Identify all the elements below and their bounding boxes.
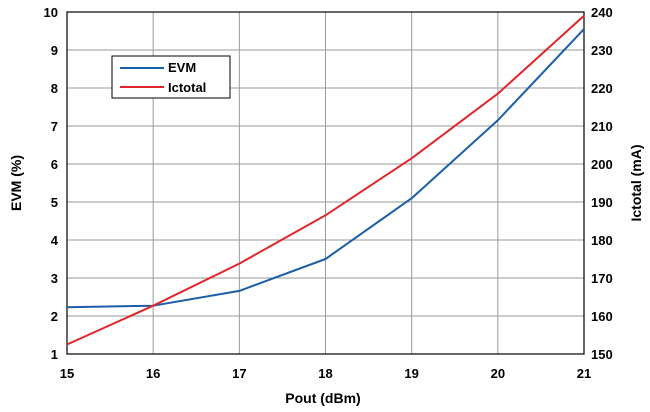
right-y-axis-label: Ictotal (mA) (628, 145, 644, 222)
right-y-axis-ticks: 150 160 170 180 190 200 210 220 230 240 (591, 5, 613, 362)
left-y-tick-label: 4 (51, 233, 59, 248)
x-axis-label: Pout (dBm) (285, 390, 360, 406)
right-y-tick-label: 230 (591, 43, 613, 58)
right-y-tick-label: 220 (591, 81, 613, 96)
left-y-axis-ticks: 1 2 3 4 5 6 7 8 9 10 (44, 5, 59, 362)
plot-frame (66, 11, 585, 355)
right-y-tick-label: 200 (591, 157, 613, 172)
left-y-axis-label: EVM (%) (8, 155, 24, 211)
legend-label-ictotal: Ictotal (168, 80, 206, 95)
left-y-tick-label: 7 (51, 119, 58, 134)
series-lines (66, 15, 585, 346)
left-y-tick-label: 8 (51, 81, 58, 96)
right-y-tick-label: 210 (591, 119, 613, 134)
left-y-tick-label: 1 (51, 347, 58, 362)
left-y-tick-label: 3 (51, 271, 58, 286)
left-y-tick-label: 2 (51, 309, 58, 324)
right-y-tick-label: 150 (591, 347, 613, 362)
right-y-tick-label: 180 (591, 233, 613, 248)
x-axis-ticks: 15 16 17 18 19 20 21 (60, 366, 591, 381)
right-y-tick-label: 160 (591, 309, 613, 324)
x-tick-label: 15 (60, 366, 74, 381)
x-tick-label: 17 (232, 366, 246, 381)
legend-box (111, 55, 231, 99)
legend-label-evm: EVM (168, 60, 196, 75)
right-y-tick-label: 170 (591, 271, 613, 286)
x-tick-label: 18 (318, 366, 332, 381)
x-tick-label: 19 (404, 366, 418, 381)
right-y-tick-label: 240 (591, 5, 613, 20)
series-line-ictotal (66, 15, 585, 346)
legend: EVM Ictotal (111, 55, 231, 99)
x-tick-label: 16 (146, 366, 160, 381)
x-tick-label: 20 (491, 366, 505, 381)
x-tick-label: 21 (577, 366, 591, 381)
left-y-tick-label: 9 (51, 43, 58, 58)
left-y-tick-label: 5 (51, 195, 58, 210)
right-y-tick-label: 190 (591, 195, 613, 210)
left-y-tick-label: 6 (51, 157, 58, 172)
left-y-tick-label: 10 (44, 5, 58, 20)
